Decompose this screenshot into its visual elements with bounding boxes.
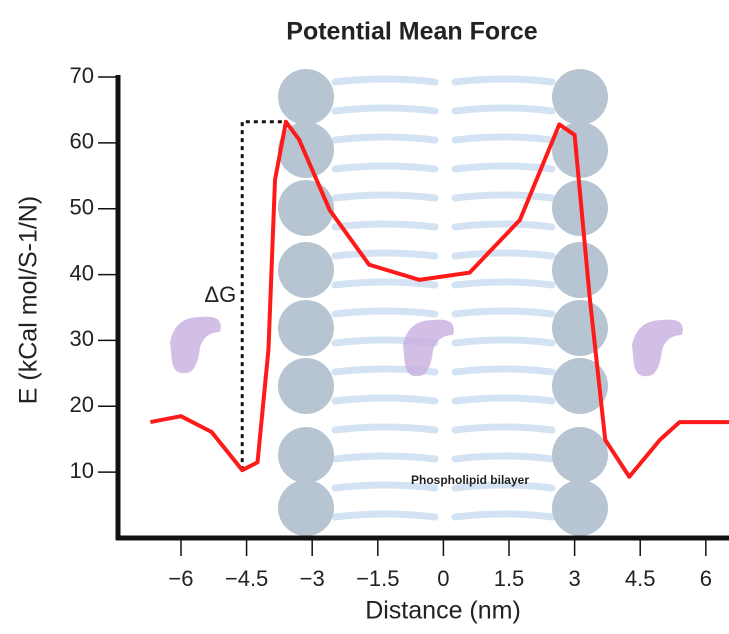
lipid-tail bbox=[451, 452, 556, 463]
lipid-tail bbox=[451, 162, 556, 173]
pmf-line bbox=[149, 119, 729, 479]
lipid-tail bbox=[451, 249, 556, 260]
x-axis-label: Distance (nm) bbox=[365, 597, 521, 625]
y-axis-label: E (kCal mol/S-1/N) bbox=[15, 196, 43, 404]
lipid-tail bbox=[331, 452, 439, 463]
lipid-head bbox=[278, 69, 334, 125]
lipid-head bbox=[278, 242, 334, 298]
lipid-tail bbox=[331, 510, 439, 521]
lipid-head bbox=[278, 300, 334, 356]
lipid-tail bbox=[331, 133, 439, 144]
lipid-tail bbox=[451, 336, 556, 347]
lipid-tail bbox=[331, 394, 439, 405]
delta-g-label: ΔG bbox=[204, 282, 236, 307]
lipid-tail bbox=[331, 307, 439, 318]
lipid-head bbox=[278, 427, 334, 483]
lipid-tail bbox=[451, 220, 556, 231]
lipid-tail bbox=[331, 220, 439, 231]
y-tick-label: 10 bbox=[70, 458, 94, 483]
lipid-tail bbox=[451, 365, 556, 376]
lipid-tail bbox=[451, 423, 556, 434]
lipid-head bbox=[552, 358, 608, 414]
lipid-tail bbox=[451, 394, 556, 405]
lipid-head bbox=[552, 242, 608, 298]
lipid-tail bbox=[451, 510, 556, 521]
chart-title: Potential Mean Force bbox=[286, 18, 538, 46]
y-tick-label: 70 bbox=[70, 63, 94, 88]
lipid-tail bbox=[331, 278, 439, 289]
x-tick-label: 6 bbox=[700, 566, 712, 591]
lipid-head bbox=[278, 358, 334, 414]
lipid-head bbox=[278, 480, 334, 536]
lipid-tail bbox=[331, 481, 439, 492]
delta-g-bracket bbox=[240, 120, 286, 471]
lipid-tail bbox=[331, 249, 439, 260]
y-tick-label: 60 bbox=[70, 129, 94, 154]
membrane-illustration bbox=[170, 69, 683, 536]
lipid-tail bbox=[451, 133, 556, 144]
lipid-tail bbox=[451, 481, 556, 492]
protein bbox=[632, 319, 683, 377]
x-tick-label: 3 bbox=[568, 566, 580, 591]
lipid-head bbox=[552, 300, 608, 356]
x-tick-label: −3 bbox=[300, 566, 325, 591]
bilayer-label: Phospholipid bilayer bbox=[411, 473, 529, 487]
lipid-tail bbox=[331, 191, 439, 202]
x-tick-label: −6 bbox=[168, 566, 193, 591]
lipid-tail bbox=[331, 75, 439, 86]
lipid-head bbox=[552, 122, 608, 178]
x-tick-label: −1.5 bbox=[356, 566, 399, 591]
y-tick-label: 30 bbox=[70, 326, 94, 351]
y-tick-label: 50 bbox=[70, 195, 94, 220]
lipid-tail bbox=[331, 162, 439, 173]
y-tick-label: 20 bbox=[70, 392, 94, 417]
lipid-tail bbox=[451, 307, 556, 318]
x-tick-label: 0 bbox=[437, 566, 449, 591]
lipid-tail bbox=[331, 423, 439, 434]
protein bbox=[170, 316, 221, 374]
lipid-tail bbox=[451, 104, 556, 115]
lipid-head bbox=[552, 480, 608, 536]
y-tick-label: 40 bbox=[70, 260, 94, 285]
lipid-tail bbox=[331, 104, 439, 115]
x-tick-label: 4.5 bbox=[625, 566, 656, 591]
lipid-head bbox=[552, 427, 608, 483]
lipid-tail bbox=[451, 191, 556, 202]
lipid-tail bbox=[451, 75, 556, 86]
lipid-head bbox=[552, 69, 608, 125]
x-tick-label: −4.5 bbox=[225, 566, 268, 591]
lipid-head bbox=[278, 180, 334, 236]
lipid-tail bbox=[451, 278, 556, 289]
x-tick-label: 1.5 bbox=[494, 566, 525, 591]
lipid-head bbox=[278, 122, 334, 178]
protein bbox=[403, 319, 454, 377]
